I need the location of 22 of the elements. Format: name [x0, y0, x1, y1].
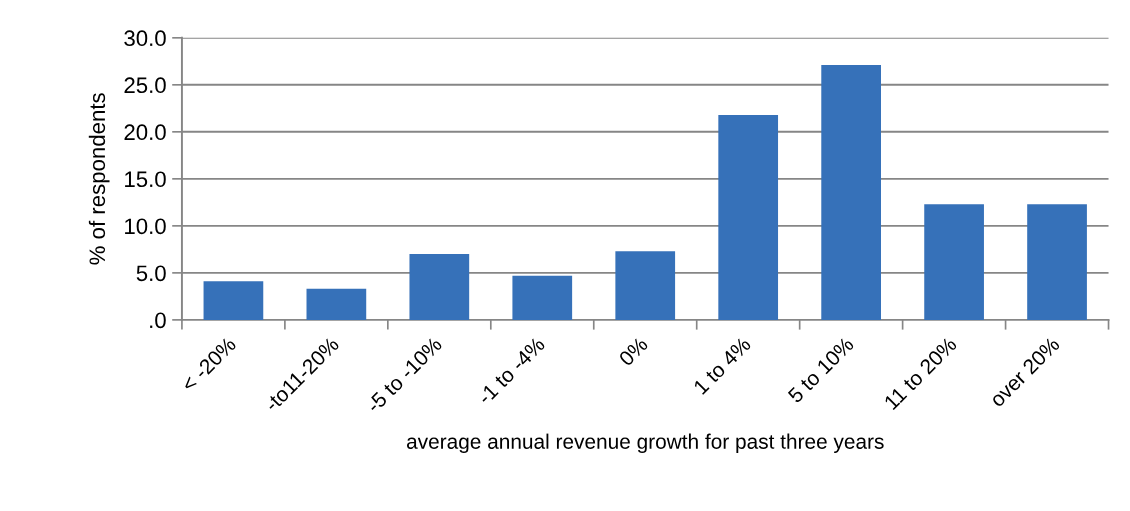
y-tick-label: .0 [150, 312, 166, 329]
x-tick-label: 1 to 4% [692, 336, 752, 395]
y-tick-label: 30.0 [124, 30, 166, 47]
y-axis-title: % of respondents [88, 93, 110, 265]
bar [203, 281, 264, 320]
bar [718, 114, 779, 320]
y-tick-label: 5.0 [136, 265, 166, 282]
x-tick-label: -1 to -4% [476, 336, 546, 406]
bar [512, 275, 573, 320]
y-tick-label: 25.0 [124, 77, 166, 94]
bar [1027, 204, 1087, 320]
bar [821, 65, 881, 320]
bar [615, 251, 676, 320]
x-axis-title: average annual revenue growth for past three years [406, 433, 884, 454]
x-tick-label: 0% [618, 336, 649, 367]
y-tick-label: 10.0 [125, 218, 166, 235]
y-tick-label: 15.0 [125, 171, 166, 188]
y-tick-label: 20.0 [124, 124, 166, 141]
bar [409, 254, 470, 320]
bar [306, 288, 367, 320]
bar [924, 204, 984, 320]
x-tick-label: 5 to 10% [787, 336, 855, 404]
